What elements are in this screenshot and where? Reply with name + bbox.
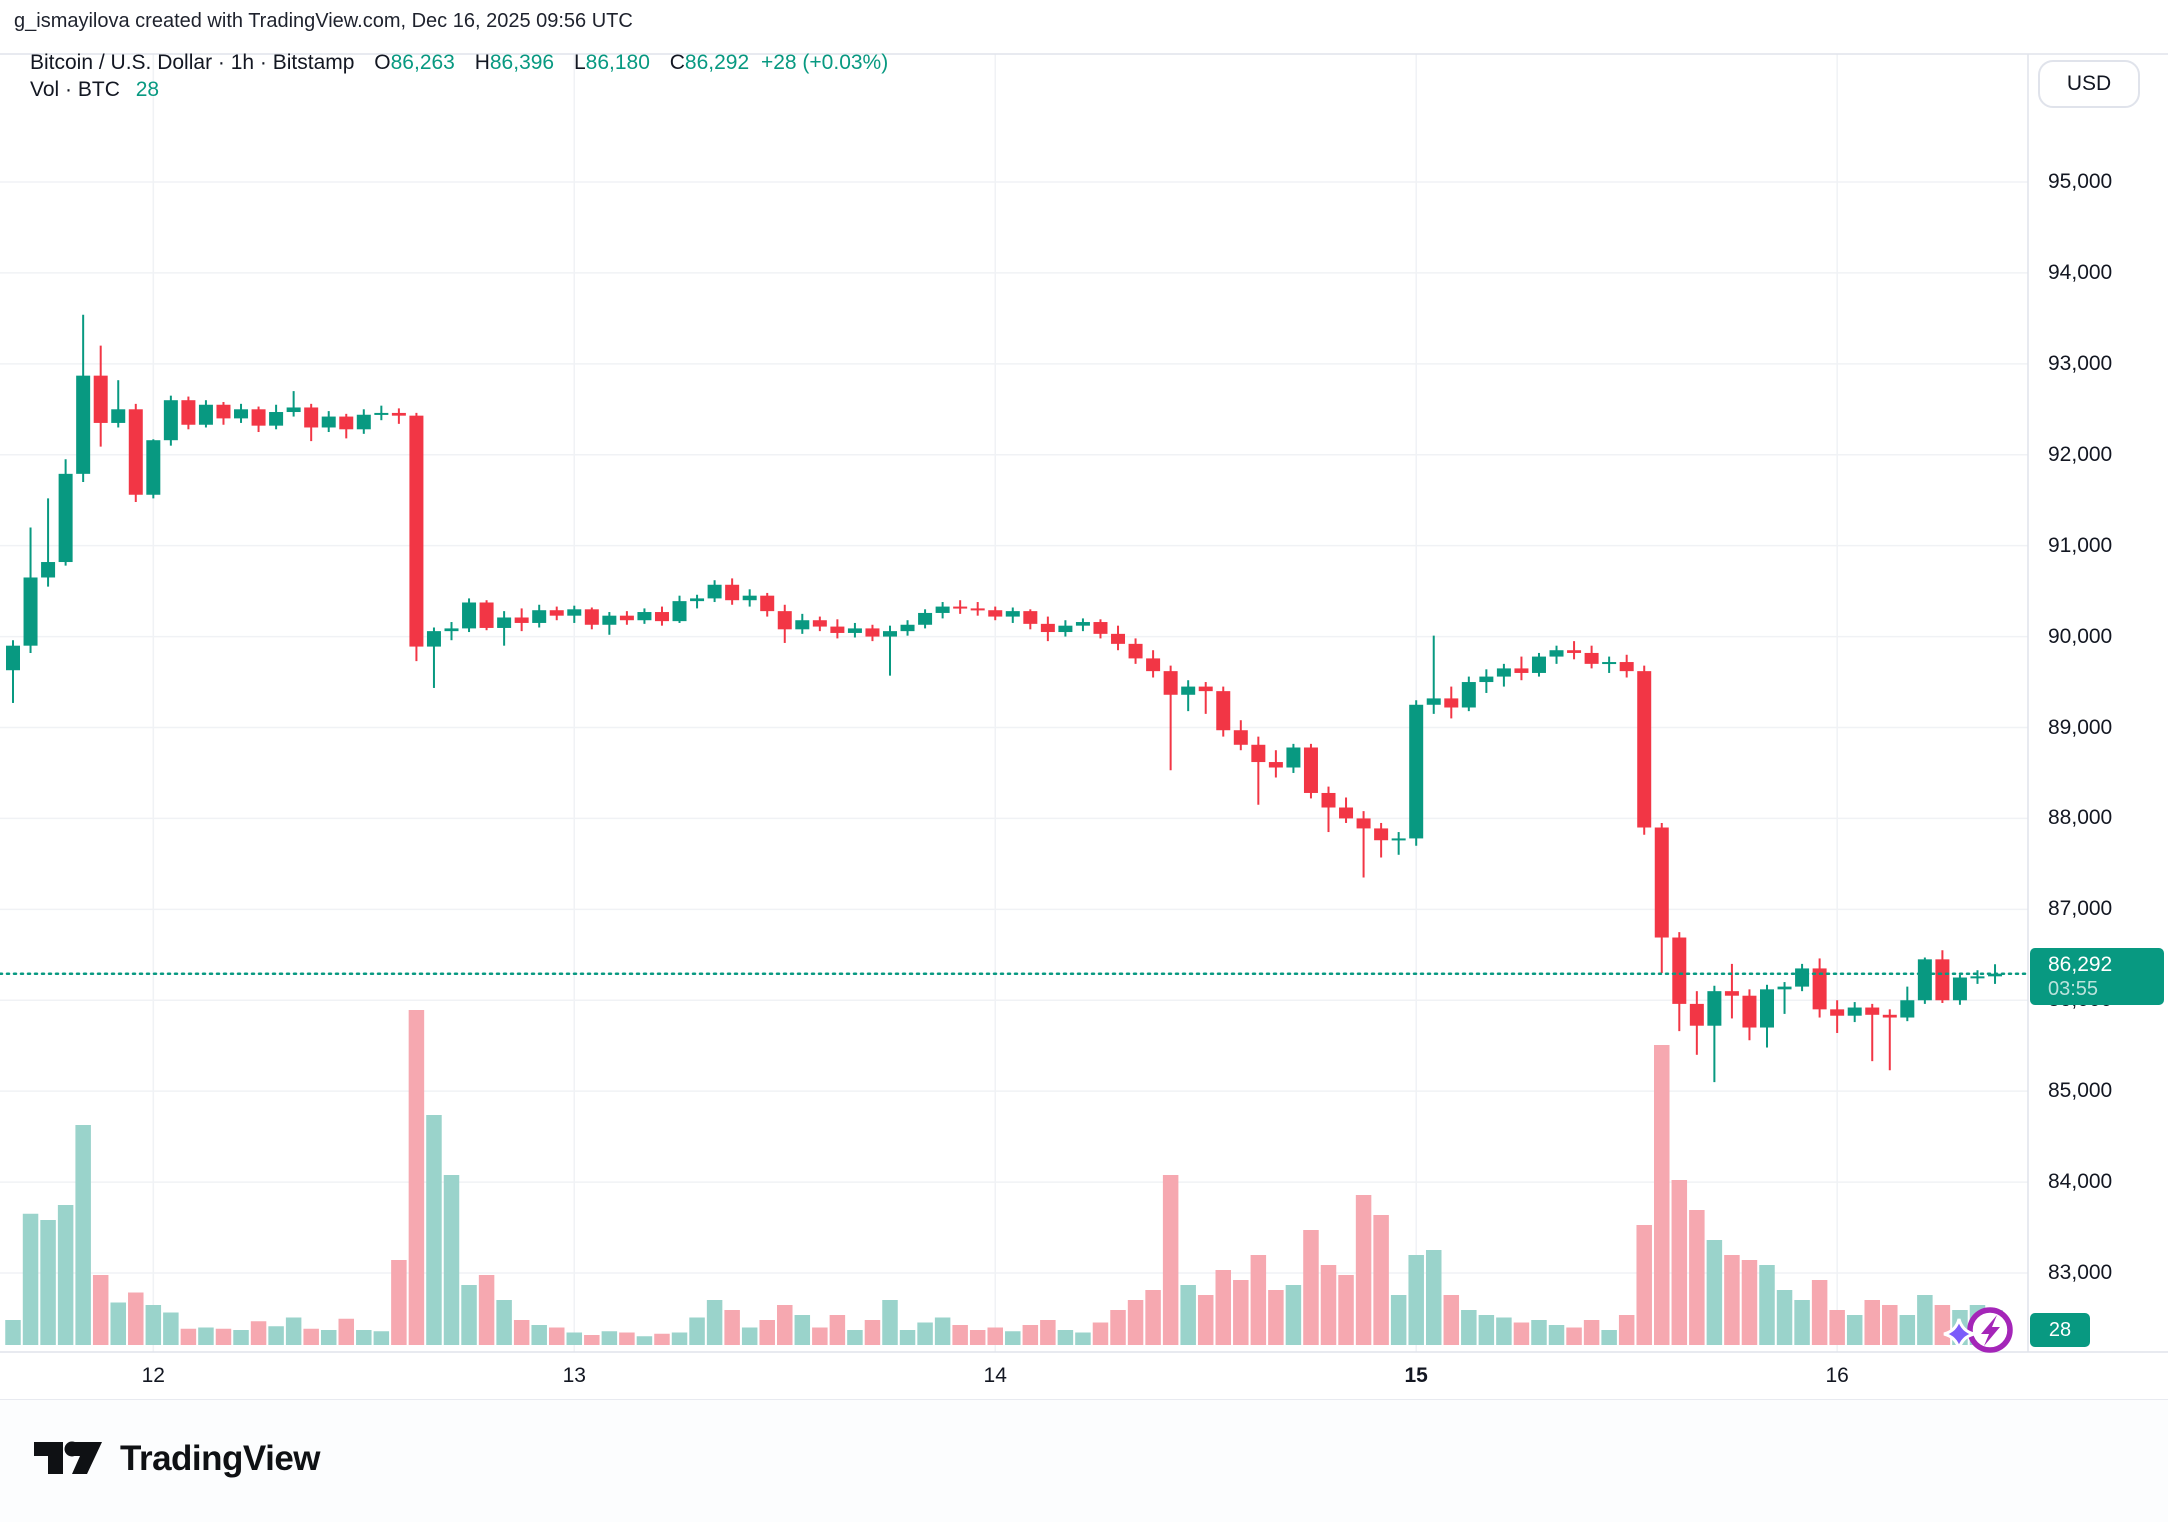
- time-tick-label: 16: [1825, 1364, 1849, 1387]
- current-price-value: 86,292: [2048, 953, 2113, 976]
- legend-volume-row: Vol · BTC 28: [30, 77, 888, 103]
- price-tick-label: 93,000: [2048, 351, 2113, 375]
- price-axis[interactable]: 95,000 94,000 93,000 92,000 91,000 90,000 89,0…: [2028, 54, 2168, 1352]
- footer-band: [0, 1400, 2168, 1522]
- time-tick-label: 15: [1404, 1364, 1428, 1387]
- legend-symbol-row: Bitcoin / U.S. Dollar · 1h · Bitstamp O8…: [30, 50, 888, 76]
- volume-title: Vol · BTC: [30, 78, 120, 101]
- currency-usd-button[interactable]: USD: [2038, 60, 2140, 108]
- price-tick-label: 85,000: [2048, 1079, 2113, 1103]
- symbol-title: Bitcoin / U.S. Dollar · 1h · Bitstamp: [30, 51, 355, 74]
- grid-lines: [0, 54, 2028, 1352]
- price-tick-label: 92,000: [2048, 442, 2113, 466]
- ohlc-low: L86,180: [573, 51, 650, 74]
- snapshot-watermark: g_ismayilova created with TradingView.co…: [14, 10, 633, 32]
- time-tick-label: 13: [562, 1364, 586, 1387]
- price-tick-label: 94,000: [2048, 260, 2113, 284]
- price-tick-label: 90,000: [2048, 624, 2113, 648]
- price-tick-label: 95,000: [2048, 170, 2113, 193]
- volume-bars: [5, 1010, 2003, 1345]
- chart-legend: Bitcoin / U.S. Dollar · 1h · Bitstamp O8…: [30, 50, 888, 103]
- bar-countdown: 03:55: [2048, 978, 2099, 1000]
- ohlc-open: O86,263: [374, 51, 455, 74]
- current-price-label: 86,292 03:55: [2030, 948, 2164, 1005]
- tradingview-logo[interactable]: TradingView: [34, 1436, 321, 1482]
- price-tick-label: 83,000: [2048, 1261, 2113, 1284]
- price-tick-label: 88,000: [2048, 806, 2113, 830]
- price-tick-label: 89,000: [2048, 715, 2113, 739]
- price-change: +28 (+0.03%): [760, 51, 889, 74]
- tradingview-logo-icon: [34, 1441, 102, 1474]
- price-tick-label: 87,000: [2048, 897, 2113, 921]
- current-volume-label: 28: [2030, 1313, 2090, 1347]
- ohlc-high: H86,396: [474, 51, 555, 74]
- volume-value: 28: [135, 78, 160, 101]
- time-tick-label: 14: [983, 1364, 1007, 1387]
- tradingview-logo-text: TradingView: [120, 1439, 321, 1478]
- price-tick-label: 84,000: [2048, 1170, 2113, 1194]
- time-tick-label: 12: [141, 1364, 165, 1387]
- price-candles: [6, 314, 2003, 1083]
- time-axis[interactable]: 12 13 14 15 16: [0, 1352, 2028, 1400]
- ohlc-close: C86,292: [669, 51, 750, 74]
- spark-lightning-icon: [1943, 1307, 2013, 1353]
- price-tick-label: 91,000: [2048, 533, 2113, 557]
